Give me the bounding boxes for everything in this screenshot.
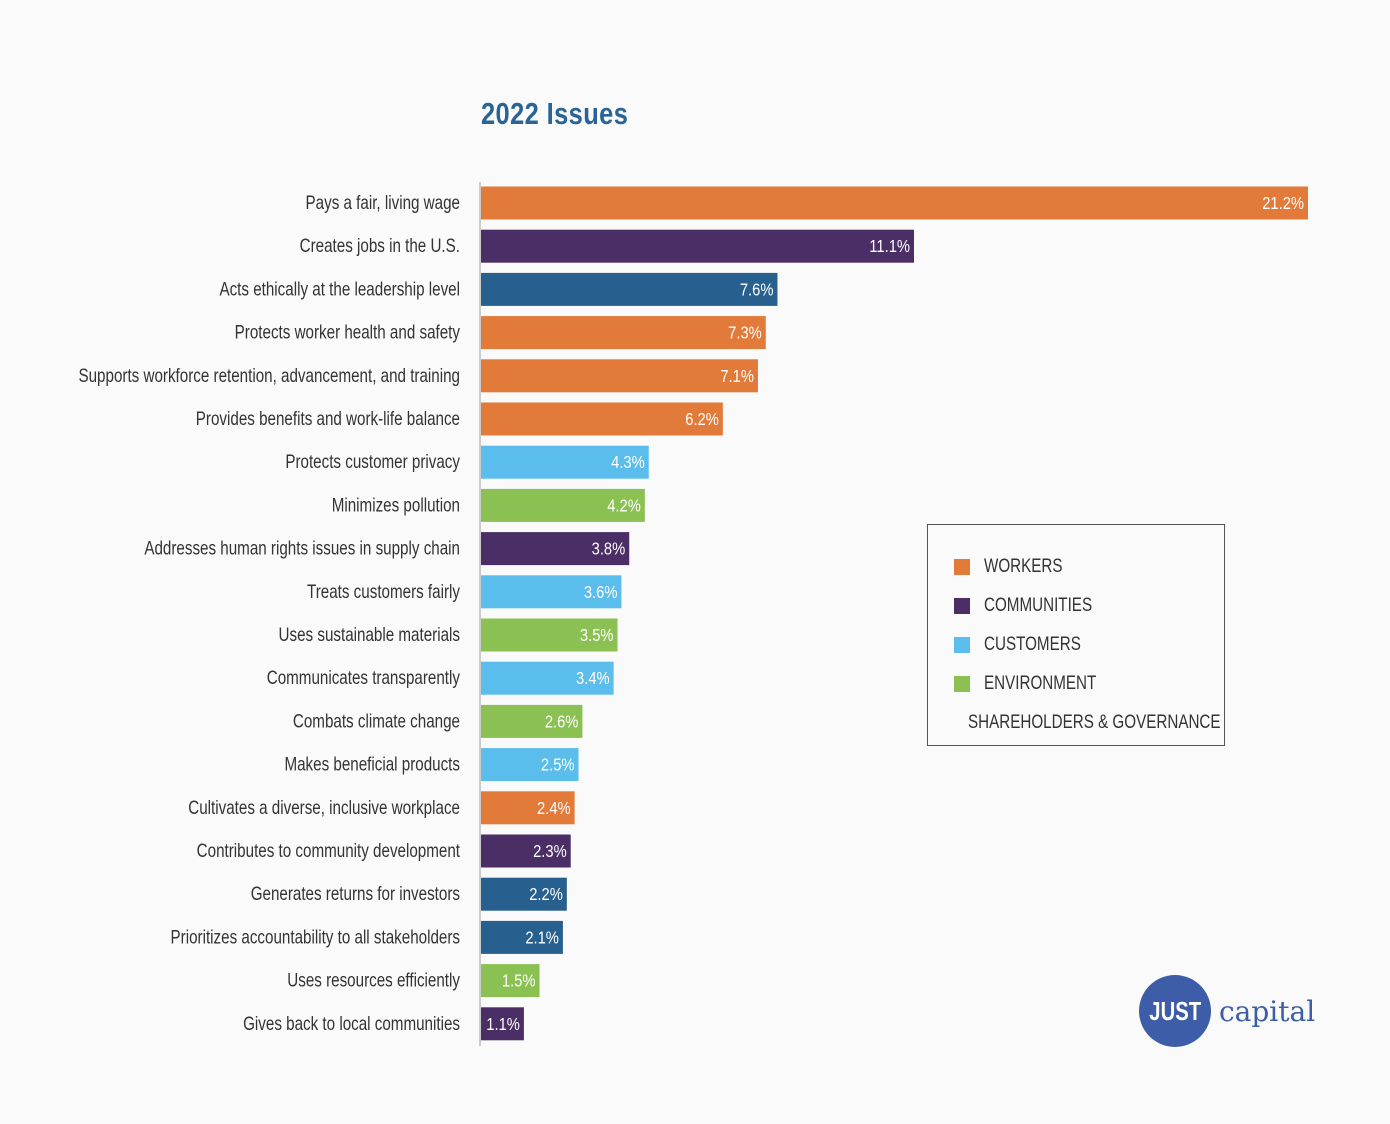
category-label: Protects customer privacy [285,451,460,473]
bar [481,704,583,738]
category-label: Cultivates a diverse, inclusive workplac… [188,796,460,818]
value-label: 2.1% [525,928,559,948]
category-label: Prioritizes accountability to all stakeh… [171,926,460,948]
bar [481,791,575,825]
category-label: Gives back to local communities [243,1012,460,1034]
category-label: Supports workforce retention, advancemen… [78,364,460,386]
value-label: 7.1% [720,366,754,386]
legend-label: COMMUNITIES [984,594,1093,616]
legend-label: ENVIRONMENT [984,672,1097,694]
value-label: 3.4% [576,669,610,689]
category-label: Pays a fair, living wage [306,191,460,213]
category-label: Treats customers fairly [307,580,460,602]
category-label: Uses resources efficiently [287,969,460,991]
value-label: 3.5% [580,626,614,646]
value-label: 3.8% [592,539,626,559]
bar [481,748,579,782]
category-label: Combats climate change [293,710,460,732]
category-label: Protects worker health and safety [235,321,461,343]
category-label: Generates returns for investors [251,883,460,905]
bar [481,229,915,263]
legend-swatch [954,597,970,614]
legend-item-workers: WORKERS [954,547,1224,586]
category-label: Makes beneficial products [284,753,460,775]
bar [481,920,563,954]
logo-badge: JUST [1139,975,1211,1047]
value-label: 4.3% [611,453,645,473]
category-label: Acts ethically at the leadership level [219,278,460,300]
value-label: 2.3% [533,842,567,862]
value-label: 6.2% [685,410,719,430]
value-label: 2.4% [537,798,571,818]
bar [481,834,571,868]
value-label: 4.2% [607,496,641,516]
bar [481,877,567,911]
just-capital-logo: JUST capital [1139,975,1315,1047]
legend: WORKERS COMMUNITIES CUSTOMERS ENVIRONMEN… [927,524,1225,746]
bar [481,618,618,652]
legend-swatch [954,675,970,692]
legend-swatch [954,558,970,575]
bar [481,532,630,566]
chart-title: 2022 Issues [481,96,629,131]
logo-badge-text: JUST [1149,995,1201,1026]
category-label: Communicates transparently [267,667,461,689]
bar [481,272,778,306]
value-label: 2.5% [541,755,575,775]
value-label: 2.2% [529,885,563,905]
category-label: Addresses human rights issues in supply … [144,537,460,559]
legend-label: CUSTOMERS [984,633,1081,655]
bar [481,445,649,479]
category-label: Contributes to community development [197,839,461,861]
bar [481,661,614,695]
value-label: 1.5% [502,971,536,991]
bar [481,316,766,350]
category-label: Minimizes pollution [332,494,460,516]
value-label: 7.3% [728,323,762,343]
value-label: 2.6% [545,712,579,732]
value-label: 3.6% [584,582,618,602]
value-label: 1.1% [486,1014,520,1034]
bar [481,575,622,609]
category-label: Uses sustainable materials [279,623,460,645]
bar [481,186,1308,220]
bar [481,402,723,436]
value-label: 21.2% [1262,194,1304,214]
bar [481,1007,524,1041]
legend-item-customers: CUSTOMERS [954,625,1224,664]
bar [481,964,540,998]
category-label: Creates jobs in the U.S. [300,235,460,257]
legend-swatch [954,636,970,653]
legend-item-environment: ENVIRONMENT [954,664,1224,703]
legend-item-communities: COMMUNITIES [954,586,1224,625]
legend-item-shareholders: SHAREHOLDERS & GOVERNANCE [954,703,1224,742]
bar [481,488,645,522]
value-label: 11.1% [869,237,910,257]
legend-label: SHAREHOLDERS & GOVERNANCE [968,711,1221,733]
category-label: Provides benefits and work-life balance [196,407,460,429]
bar [481,359,758,393]
value-label: 7.6% [740,280,774,300]
logo-text: capital [1219,994,1316,1028]
legend-label: WORKERS [984,555,1063,577]
